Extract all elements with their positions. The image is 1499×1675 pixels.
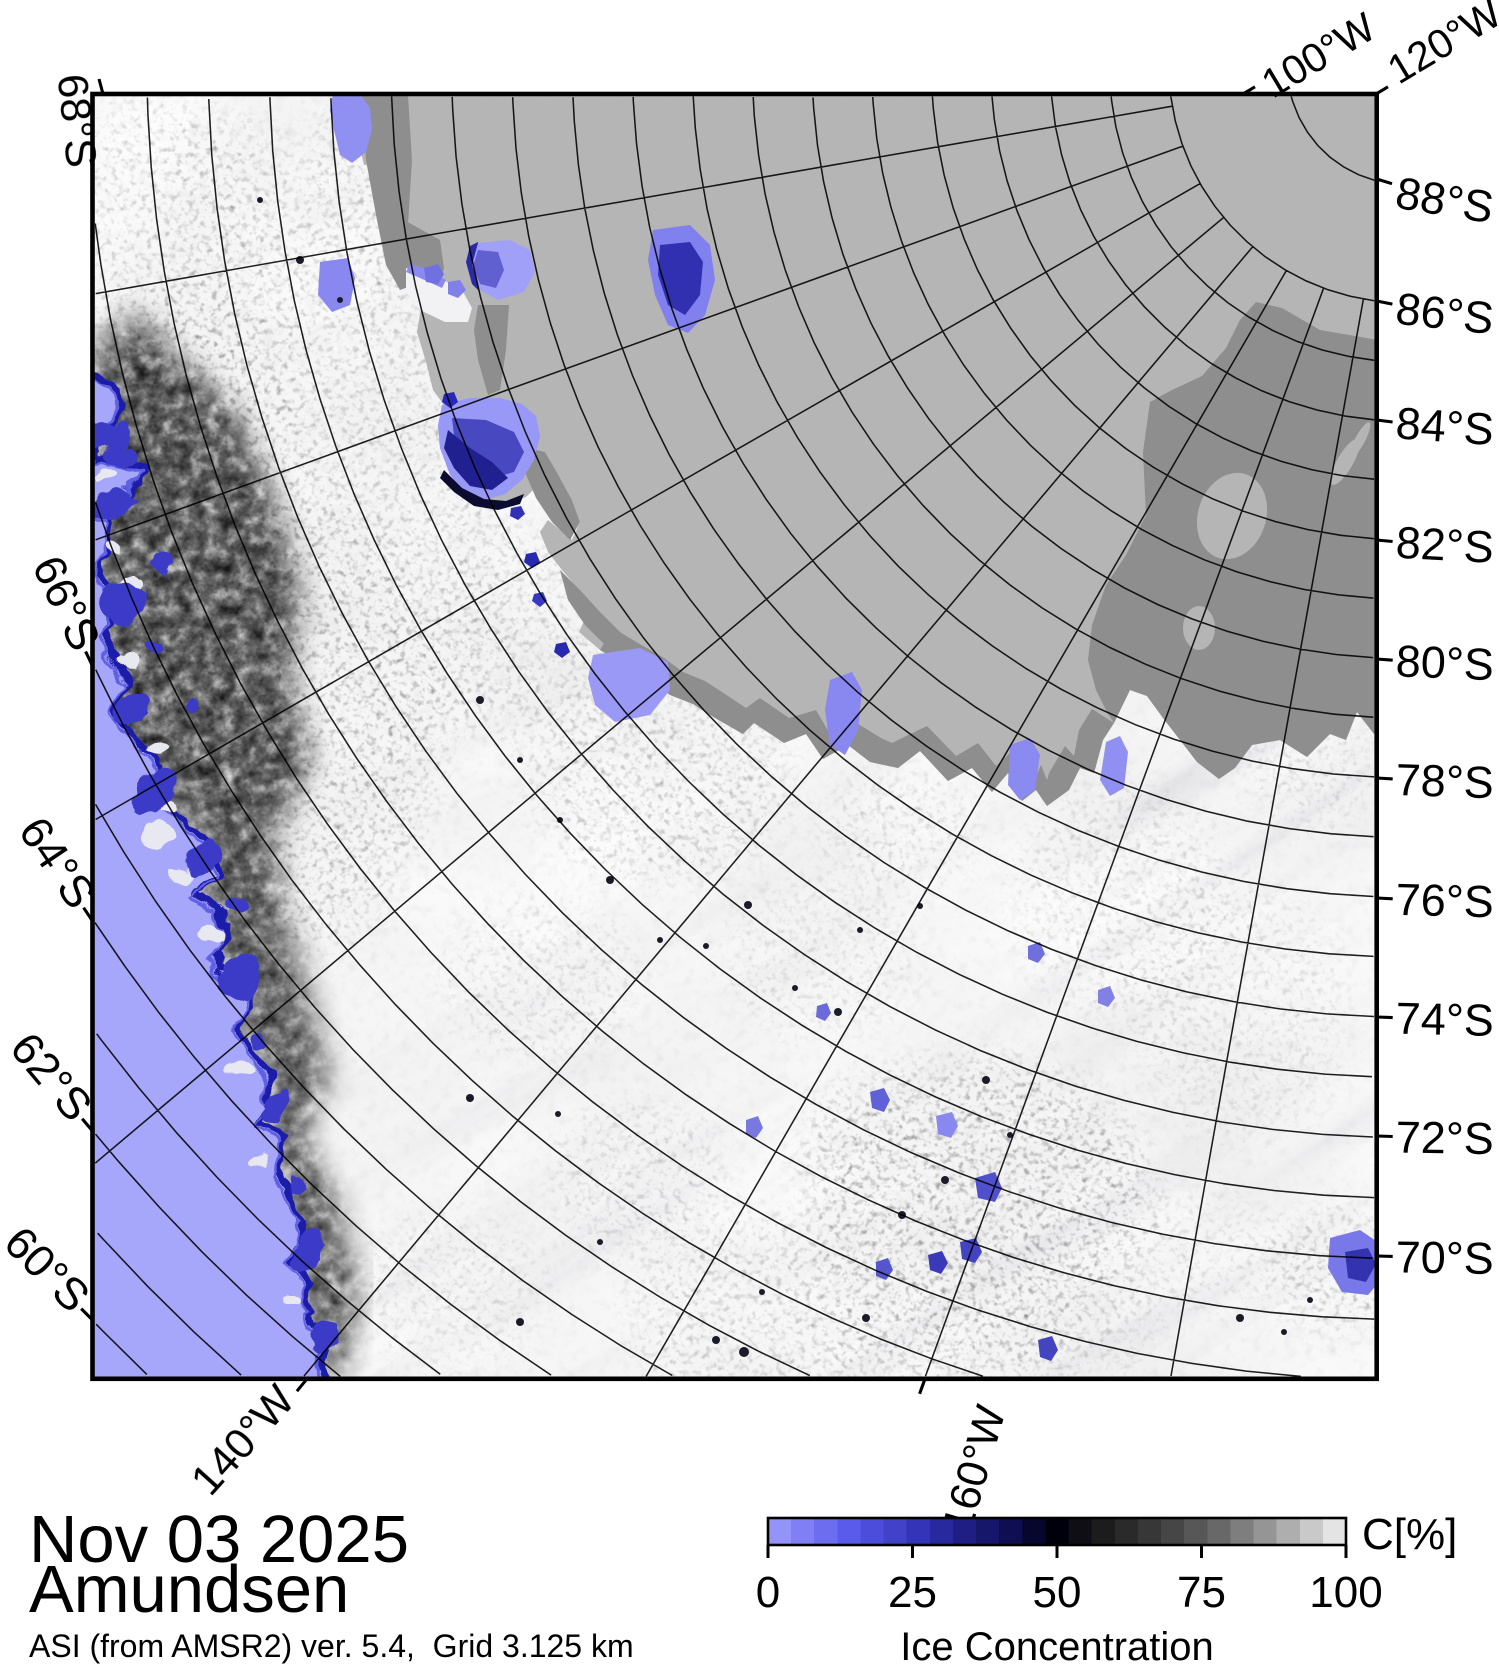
svg-text:75: 75 (1177, 1568, 1226, 1617)
svg-text:80°S: 80°S (1395, 635, 1495, 690)
svg-text:84°S: 84°S (1394, 397, 1495, 455)
svg-text:Amundsen: Amundsen (29, 1552, 349, 1627)
svg-text:25: 25 (888, 1568, 937, 1617)
svg-text:82°S: 82°S (1395, 517, 1496, 573)
svg-text:72°S: 72°S (1395, 1111, 1494, 1164)
svg-text:76°S: 76°S (1395, 874, 1494, 928)
svg-text:C[%]: C[%] (1362, 1510, 1457, 1559)
svg-text:86°S: 86°S (1393, 283, 1496, 344)
svg-text:ASI (from AMSR2) ver. 5.4, Gr: ASI (from AMSR2) ver. 5.4, Grid 3.125 km (29, 1628, 634, 1664)
svg-text:68°S: 68°S (48, 72, 106, 170)
svg-text:100: 100 (1309, 1568, 1382, 1617)
svg-text:0: 0 (756, 1568, 780, 1617)
svg-text:Ice Concentration: Ice Concentration (900, 1625, 1214, 1669)
svg-text:78°S: 78°S (1395, 754, 1495, 808)
svg-text:70°S: 70°S (1395, 1231, 1494, 1284)
svg-text:74°S: 74°S (1395, 993, 1494, 1046)
svg-text:50: 50 (1033, 1568, 1082, 1617)
